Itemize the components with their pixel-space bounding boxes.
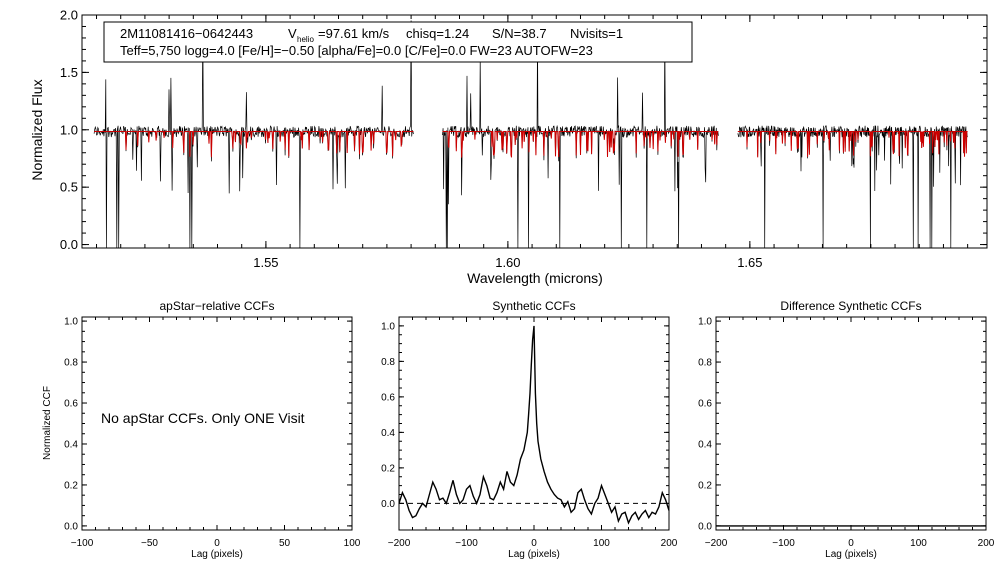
- y-tick-label: 0.6: [381, 392, 395, 403]
- y-tick-label: 0.2: [381, 463, 395, 474]
- difference-ccf-tick-labels: −200 −100 0 100 200 0.0 0.2 0.4 0.6 0.8 1.0: [698, 317, 995, 549]
- x-tick-label: 1.55: [253, 255, 278, 270]
- y-tick-label: 0.2: [698, 480, 712, 491]
- info-params: Teff=5,750 logg=4.0 [Fe/H]=−0.50 [alpha/…: [120, 43, 593, 58]
- apstar-ccf-ylabel: Normalized CCF: [42, 386, 53, 460]
- model-spectrum-line: [737, 131, 968, 158]
- y-tick-label: 1.0: [60, 122, 78, 137]
- y-tick-label: 0.5: [60, 180, 78, 195]
- x-tick-label: 1.65: [737, 255, 762, 270]
- info-v-value: =97.61 km/s: [318, 26, 390, 41]
- y-tick-label: 0.6: [698, 399, 712, 410]
- y-tick-label: 0.0: [698, 521, 712, 532]
- synthetic-ccf-xlabel: Lag (pixels): [508, 549, 560, 560]
- x-tick-label: −100: [71, 538, 94, 549]
- apstar-ccf-xlabel: Lag (pixels): [191, 549, 243, 560]
- x-tick-label: 200: [661, 538, 678, 549]
- spectrum-marks: [93, 20, 968, 249]
- apstar-ccf-message: No apStar CCFs. Only ONE Visit: [101, 410, 305, 426]
- model-spectrum-line: [442, 131, 719, 158]
- info-nvisits: Nvisits=1: [570, 26, 623, 41]
- x-tick-label: 50: [279, 538, 291, 549]
- synthetic-ccf-title: Synthetic CCFs: [492, 299, 575, 313]
- y-tick-label: 0.8: [381, 357, 395, 368]
- difference-ccf-title: Difference Synthetic CCFs: [780, 299, 921, 313]
- model-spectrum-line: [94, 131, 414, 158]
- spectrum-frame: [81, 14, 988, 249]
- synthetic-ccf-tick-labels: −200 −100 0 100 200 0.0 0.2 0.4 0.6 0.8 1.0: [381, 321, 678, 549]
- x-tick-label: 100: [593, 538, 610, 549]
- y-tick-label: 1.0: [381, 321, 395, 332]
- y-tick-label: 0.6: [64, 399, 78, 410]
- x-tick-label: 100: [344, 538, 361, 549]
- info-box-frame: [103, 21, 693, 63]
- y-tick-label: 0.4: [698, 439, 712, 450]
- y-tick-label: 0.8: [698, 358, 712, 369]
- y-tick-label: 0.8: [64, 358, 78, 369]
- synthetic-ccf-frame: [398, 316, 670, 531]
- x-tick-label: −100: [772, 538, 795, 549]
- spectrum-ticks: [82, 14, 987, 248]
- y-tick-label: 1.0: [64, 317, 78, 328]
- y-tick-label: 2.0: [60, 8, 78, 23]
- synthetic-ccf-panel: −200 −100 0 100 200 0.0 0.2 0.4 0.6 0.8 1.0 Synthe…: [381, 299, 678, 560]
- info-v-symbol: V: [288, 26, 297, 41]
- x-tick-label: −50: [141, 538, 158, 549]
- x-tick-label: −100: [455, 538, 478, 549]
- y-tick-label: 1.5: [60, 65, 78, 80]
- x-tick-label: 1.60: [495, 255, 520, 270]
- y-tick-label: 0.4: [64, 439, 78, 450]
- info-chisq: chisq=1.24: [406, 26, 469, 41]
- y-tick-label: 0.2: [64, 480, 78, 491]
- info-snr: S/N=38.7: [492, 26, 547, 41]
- synthetic-ccf-marks: [398, 325, 670, 525]
- info-v-subscript: helio: [297, 35, 314, 44]
- spectrum-ylabel: Normalized Flux: [29, 79, 45, 180]
- y-tick-label: 1.0: [698, 317, 712, 328]
- apstar-ccf-tick-labels: −100 −50 0 50 100 0.0 0.2 0.4 0.6 0.8 1.0: [64, 317, 361, 549]
- synthetic-ccf-line: [398, 325, 670, 525]
- x-tick-label: −200: [388, 538, 411, 549]
- y-tick-label: 0.4: [381, 428, 395, 439]
- x-tick-label: 0: [531, 538, 537, 549]
- y-tick-label: 0.0: [64, 521, 78, 532]
- apstar-ccf-title: apStar−relative CCFs: [159, 299, 274, 313]
- difference-ccf-xlabel: Lag (pixels): [825, 549, 877, 560]
- spectrum-xlabel: Wavelength (microns): [467, 270, 603, 286]
- info-star-id: 2M11081416−0642443: [120, 26, 253, 41]
- y-tick-label: 0.0: [381, 499, 395, 510]
- apstar-ccf-frame: [81, 316, 353, 531]
- spectrum-tick-labels: 1.55 1.60 1.65 0.0 0.5 1.0 1.5 2.0: [60, 8, 763, 270]
- spectrum-info-box: 2M11081416−0642443 V helio =97.61 km/s c…: [103, 21, 693, 63]
- x-tick-label: 0: [214, 538, 220, 549]
- x-tick-label: −200: [705, 538, 728, 549]
- apstar-ccf-panel: −100 −50 0 50 100 0.0 0.2 0.4 0.6 0.8 1.0 apStar−r…: [42, 299, 361, 560]
- x-tick-label: 100: [910, 538, 927, 549]
- y-tick-label: 0.0: [60, 237, 78, 252]
- difference-ccf-frame: [715, 316, 987, 531]
- spectrum-panel: 1.55 1.60 1.65 0.0 0.5 1.0 1.5 2.0 Wavelength (…: [29, 8, 988, 286]
- x-tick-label: 0: [848, 538, 854, 549]
- x-tick-label: 200: [978, 538, 995, 549]
- difference-ccf-panel: −200 −100 0 100 200 0.0 0.2 0.4 0.6 0.8 1.0 Differ…: [698, 299, 995, 560]
